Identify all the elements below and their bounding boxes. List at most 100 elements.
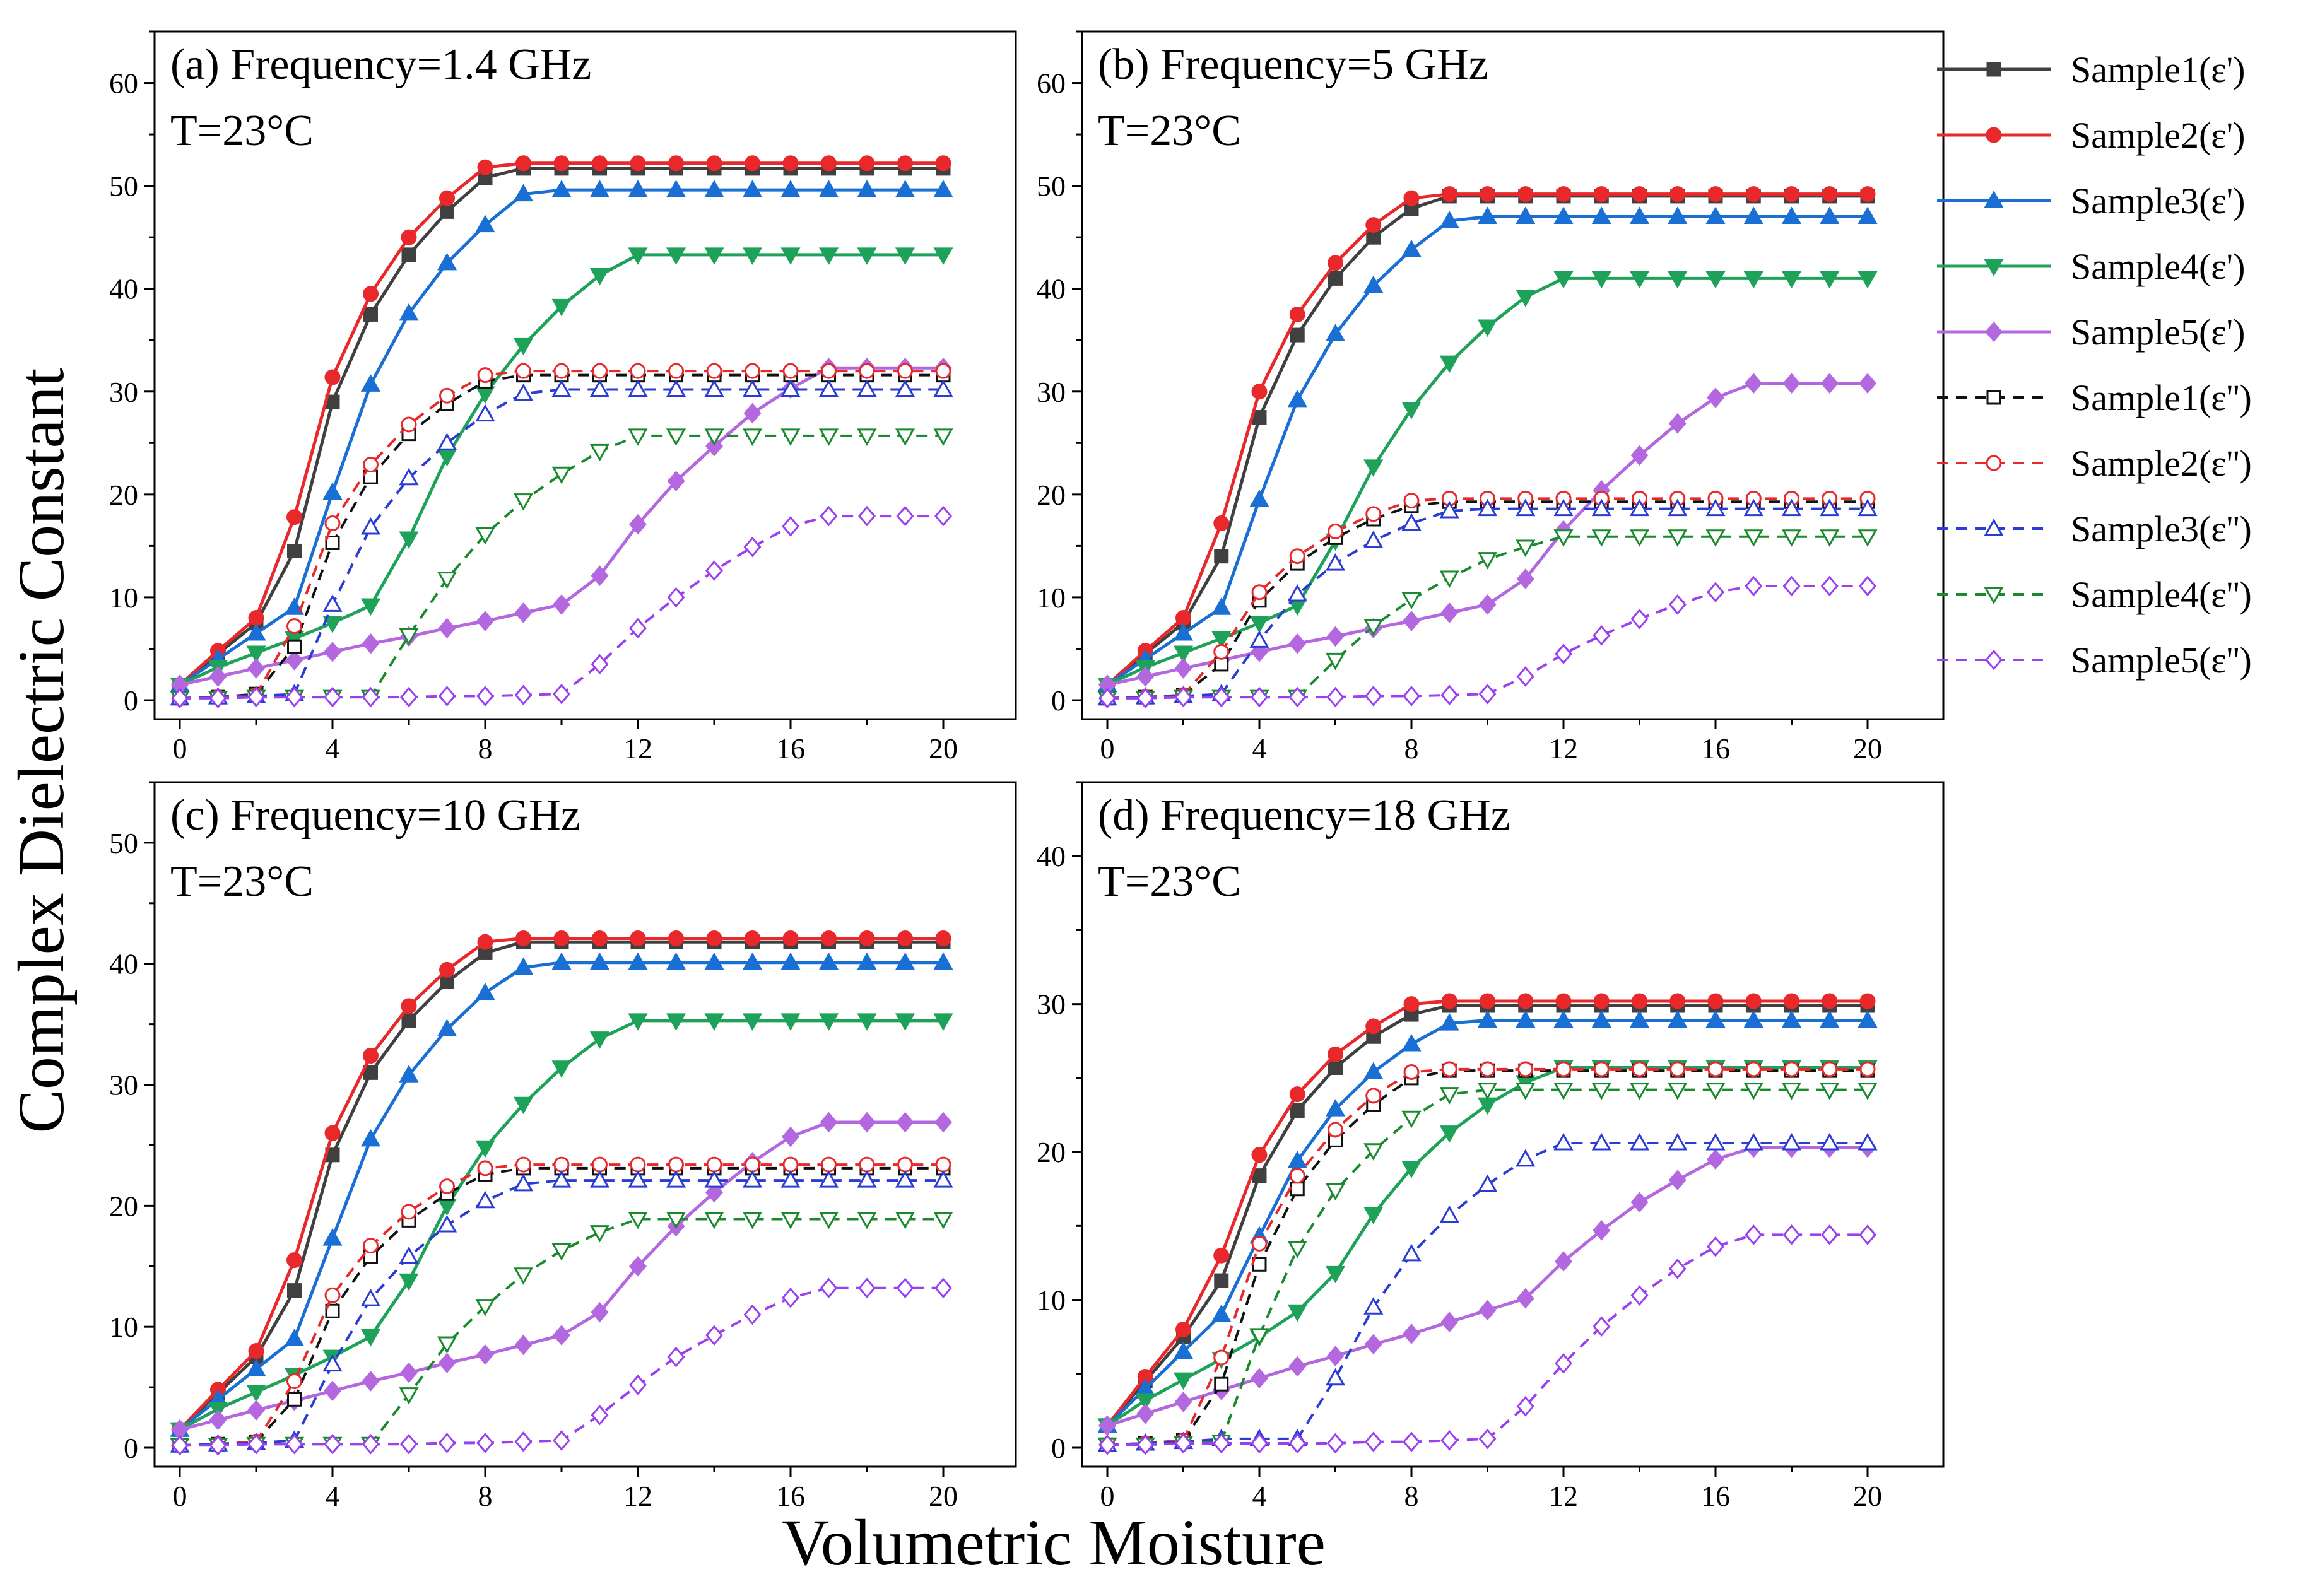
data-point <box>668 363 684 379</box>
data-point <box>1251 686 1268 708</box>
data-point <box>1782 1224 1801 1245</box>
data-point <box>1858 1132 1878 1151</box>
data-point <box>475 386 495 404</box>
data-point <box>1516 1083 1536 1100</box>
data-point <box>1363 459 1384 477</box>
data-point <box>437 252 457 271</box>
data-point <box>818 379 839 397</box>
data-point <box>171 1435 189 1456</box>
data-point <box>1328 1060 1343 1075</box>
data-point <box>1440 602 1459 623</box>
series-4 <box>1097 271 1878 695</box>
data-point <box>1820 1224 1839 1245</box>
data-point <box>1328 524 1343 540</box>
data-point <box>1289 1168 1305 1184</box>
data-point <box>399 1246 419 1264</box>
data-point <box>363 1048 379 1064</box>
series-2 <box>172 155 951 693</box>
data-point <box>1743 498 1763 517</box>
panel-title: (d) Frequency=18 GHz <box>1098 791 1510 840</box>
data-point <box>399 303 419 321</box>
series-5 <box>1098 373 1876 695</box>
data-point <box>1707 186 1724 202</box>
data-point <box>704 247 724 265</box>
data-point <box>360 1129 381 1147</box>
data-point <box>1325 1183 1346 1201</box>
data-point <box>1135 1393 1155 1411</box>
data-point <box>895 428 916 446</box>
legend-item: Sample5(ε') <box>1937 312 2245 353</box>
data-point <box>743 536 762 558</box>
data-point <box>438 686 456 707</box>
data-point <box>1213 1349 1230 1366</box>
data-point <box>476 686 494 707</box>
data-point <box>1439 570 1459 588</box>
data-point <box>592 363 608 379</box>
data-point <box>745 155 760 172</box>
data-point <box>1477 1010 1498 1028</box>
data-point <box>551 298 572 317</box>
data-point <box>553 363 570 379</box>
data-point <box>513 383 534 401</box>
data-point <box>1289 306 1305 322</box>
data-point <box>628 247 648 265</box>
data-point <box>705 435 723 457</box>
data-point <box>1516 568 1534 589</box>
data-point <box>1480 1061 1495 1077</box>
data-point <box>551 952 572 970</box>
y-axis-title: Complex Dielectric Constant <box>5 368 78 1133</box>
data-point <box>704 180 724 197</box>
data-point <box>247 686 265 708</box>
x-axis-title: Volumetric Moisture <box>782 1506 1326 1579</box>
data-point <box>1175 610 1191 626</box>
data-point <box>1288 1356 1307 1377</box>
data-point <box>935 930 951 946</box>
data-point <box>1325 1099 1346 1117</box>
data-point <box>324 1287 341 1303</box>
series-9 <box>170 428 953 708</box>
data-point <box>1251 384 1268 400</box>
data-point <box>857 379 877 397</box>
data-point <box>553 1325 570 1346</box>
series-3 <box>170 952 953 1437</box>
data-point <box>933 952 953 970</box>
data-point <box>246 645 266 664</box>
data-point <box>1288 686 1307 708</box>
data-point <box>1516 1288 1534 1309</box>
data-point <box>1705 1010 1726 1028</box>
data-point <box>1553 1010 1574 1028</box>
data-point <box>475 527 495 545</box>
data-point <box>1516 1149 1536 1167</box>
y-tick-label: 0 <box>124 684 138 717</box>
data-point <box>1288 1433 1307 1454</box>
data-point <box>1325 652 1346 671</box>
data-point <box>1630 608 1649 630</box>
data-point <box>1098 1435 1116 1455</box>
data-point <box>1745 186 1762 202</box>
legend-marker <box>1986 127 2002 143</box>
data-point <box>1325 553 1346 571</box>
data-point <box>513 184 534 202</box>
data-point <box>1553 206 1574 225</box>
data-point <box>1328 1122 1343 1138</box>
data-point <box>324 1380 341 1402</box>
x-tick-label: 20 <box>1853 1480 1882 1512</box>
data-point <box>437 1336 457 1354</box>
data-point <box>1401 239 1422 257</box>
data-point <box>551 466 572 484</box>
data-point <box>437 449 457 467</box>
data-point <box>666 952 686 970</box>
data-point <box>1591 529 1611 547</box>
data-point <box>745 930 760 946</box>
series-8 <box>1097 1132 1878 1452</box>
series-6 <box>172 368 951 706</box>
data-point <box>858 505 876 527</box>
data-point <box>742 1013 763 1031</box>
data-point <box>1707 1236 1724 1257</box>
data-point <box>1440 1311 1459 1333</box>
x-tick-label: 12 <box>623 1480 652 1512</box>
series-6 <box>172 1161 951 1453</box>
data-point <box>1211 1304 1232 1322</box>
data-point <box>285 686 303 708</box>
